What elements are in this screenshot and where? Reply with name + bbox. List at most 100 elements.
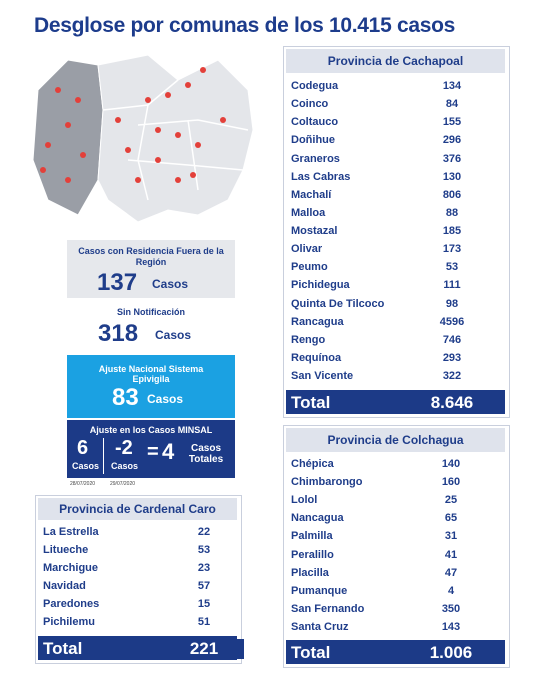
row-name: Lolol: [291, 494, 318, 507]
table-header: Provincia de Cardenal Caro: [38, 498, 237, 520]
row-value: 15: [197, 598, 211, 610]
minsal-first-value: 6: [77, 437, 89, 459]
row-value: 322: [442, 370, 462, 382]
row-value: 140: [441, 458, 461, 470]
row-value: 806: [442, 188, 462, 201]
minsal-result-unit: Casos Totales: [188, 443, 224, 465]
row-name: Peralillo: [291, 548, 334, 561]
row-value: 84: [445, 98, 459, 111]
title: Desglose por comunas de los 10.415 casos: [34, 14, 456, 37]
row-value: 41: [444, 548, 458, 561]
row-value: 98: [445, 297, 459, 310]
row-value: 51: [197, 616, 211, 628]
row-name: San Fernando: [291, 602, 365, 615]
total-label: Total: [291, 643, 331, 663]
minsal-label: Ajuste en los Casos MINSAL: [89, 425, 213, 435]
row-value: 134: [442, 80, 462, 92]
table-header: Provincia de Cachapoal: [286, 49, 505, 73]
row-value: 25: [444, 494, 458, 507]
epivigila-box: Ajuste Nacional Sistema Epivigila 83 Cas…: [67, 355, 235, 418]
row-value: 155: [442, 116, 462, 129]
row-name: Pumanque: [291, 584, 348, 597]
total-value: 1.006: [411, 643, 491, 663]
row-name: Malloa: [291, 206, 326, 219]
row-name: Graneros: [291, 152, 340, 165]
epivigila-unit: Casos: [147, 392, 184, 406]
minsal-equals: =: [147, 441, 159, 463]
row-name: Pichidegua: [291, 279, 350, 292]
table-box: [283, 46, 510, 418]
row-value: 4: [447, 584, 455, 597]
minsal-first-unit: Casos: [72, 461, 100, 471]
map: [32, 54, 254, 223]
row-value: 173: [442, 243, 462, 256]
row-value: 185: [442, 225, 462, 237]
row-value: 746: [442, 333, 462, 346]
table-header: Provincia de Colchagua: [286, 428, 505, 452]
row-name: Las Cabras: [291, 170, 351, 183]
row-name: Placilla: [291, 566, 329, 579]
row-name: La Estrella: [43, 526, 99, 538]
row-name: Rengo: [291, 333, 326, 346]
row-name: Santa Cruz: [291, 620, 349, 633]
table-box: [35, 495, 242, 664]
row-name: Olivar: [291, 243, 323, 256]
row-value: 65: [444, 512, 458, 525]
date: 29/07/2020: [110, 481, 136, 487]
row-name: Coinco: [291, 98, 329, 111]
row-value: 293: [442, 351, 462, 364]
total-value: 8.646: [412, 393, 492, 413]
row-value: 376: [442, 152, 462, 165]
date: 28/07/2020: [70, 481, 96, 487]
row-name: Machalí: [291, 188, 332, 201]
row-value: 350: [441, 602, 461, 615]
row-value: 22: [197, 526, 211, 538]
row-name: Requínoa: [291, 351, 342, 364]
minsal-box: Ajuste en los Casos MINSAL 6 Casos -2 Ca…: [67, 420, 235, 478]
outside-label: Casos con Residencia Fuera de la Región: [78, 246, 224, 267]
minsal-second-value: -2: [115, 437, 133, 459]
table-box: [283, 425, 510, 668]
row-name: Doñihue: [291, 134, 335, 147]
row-name: Chimbarongo: [291, 476, 363, 489]
row-name: Mostazal: [291, 225, 338, 237]
row-value: 296: [442, 134, 462, 147]
row-value: 111: [443, 279, 461, 292]
total-label: Total: [43, 639, 83, 659]
row-value: 130: [442, 170, 462, 183]
row-name: San Vicente: [291, 370, 354, 382]
row-name: Chépica: [291, 458, 334, 470]
total-label: Total: [291, 393, 331, 413]
minsal-second-unit: Casos: [111, 461, 139, 471]
epivigila-value: 83: [112, 384, 139, 411]
row-name: Peumo: [291, 261, 328, 274]
row-name: Nancagua: [291, 512, 344, 525]
row-value: 143: [441, 620, 461, 633]
row-name: Marchigue: [43, 562, 99, 574]
row-value: 88: [445, 206, 459, 219]
row-value: 23: [197, 562, 211, 574]
no-notification-value: 318: [98, 320, 139, 347]
outside-value: 137: [97, 269, 138, 296]
row-value: 31: [444, 530, 458, 543]
row-value: 53: [445, 261, 459, 274]
row-name: Rancagua: [291, 315, 344, 328]
row-name: Quinta De Tilcoco: [291, 297, 385, 310]
no-notification-label: Sin Notificación: [116, 307, 185, 317]
total-value: 221: [164, 639, 244, 659]
row-name: Codegua: [291, 80, 339, 92]
outside-unit: Casos: [152, 277, 189, 291]
row-name: Paredones: [43, 598, 100, 610]
outside-box: Casos con Residencia Fuera de la Región …: [67, 240, 235, 298]
row-value: 4596: [439, 315, 465, 328]
row-name: Navidad: [43, 580, 86, 592]
epivigila-label: Ajuste Nacional Sistema Epivigila: [98, 364, 204, 384]
minsal-result-value: 4: [162, 439, 175, 464]
row-name: Litueche: [43, 544, 89, 556]
row-name: Palmilla: [291, 530, 333, 543]
row-name: Pichilemu: [43, 616, 95, 628]
row-value: 47: [444, 566, 458, 579]
no-notification-unit: Casos: [155, 328, 192, 342]
row-value: 57: [197, 580, 211, 592]
